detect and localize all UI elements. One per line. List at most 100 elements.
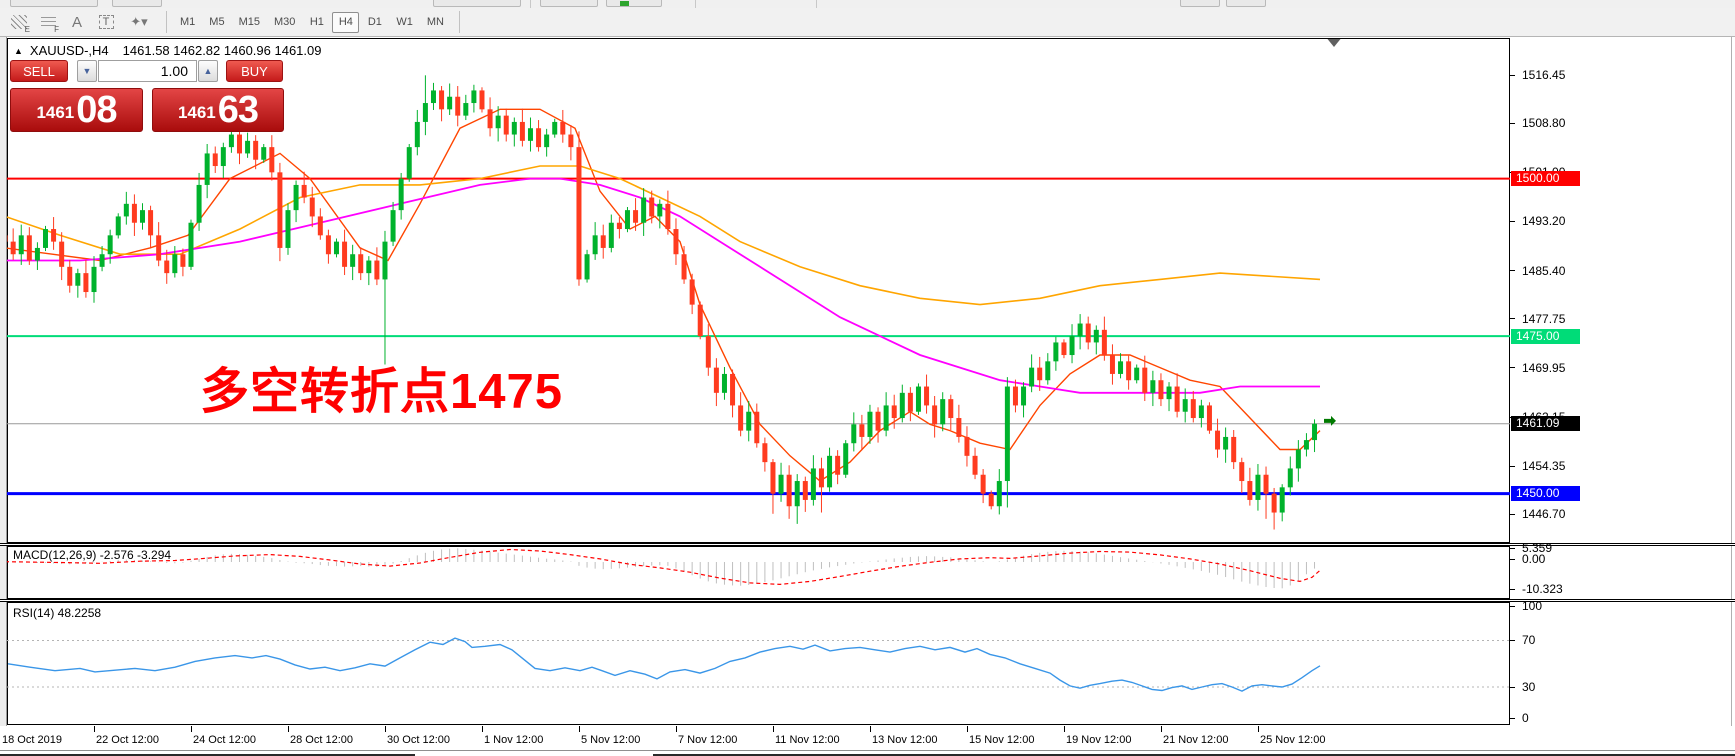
candle-body bbox=[851, 424, 857, 444]
time-tick bbox=[482, 726, 483, 732]
time-tick bbox=[191, 726, 192, 732]
chart-shift-marker bbox=[1327, 39, 1341, 47]
price-tick bbox=[1510, 318, 1515, 320]
rsi-indicator-chart[interactable] bbox=[7, 602, 1510, 725]
price-tick bbox=[1510, 122, 1515, 124]
buy-price-box[interactable]: 1461 63 bbox=[152, 88, 284, 132]
candle-body bbox=[26, 235, 32, 261]
volume-increase-button[interactable]: ▲ bbox=[198, 60, 218, 82]
buy-price-small: 1461 bbox=[177, 103, 216, 122]
rsi-axis-label: 30 bbox=[1522, 680, 1536, 695]
cropped-button bbox=[10, 0, 98, 7]
rsi-panel-splitter[interactable] bbox=[0, 599, 1735, 602]
candle-body bbox=[1029, 367, 1035, 387]
timeframe-M1[interactable]: M1 bbox=[180, 16, 196, 28]
candle-body bbox=[1239, 462, 1245, 482]
buy-button[interactable]: BUY bbox=[226, 60, 283, 82]
toolbar-separator bbox=[458, 11, 460, 33]
candle-body bbox=[18, 235, 24, 255]
moving-averages-layer bbox=[7, 108, 1321, 482]
sell-price-box[interactable]: 1461 08 bbox=[10, 88, 143, 132]
candle-body bbox=[447, 96, 453, 110]
candle-body bbox=[495, 115, 501, 129]
candle-body bbox=[309, 197, 315, 217]
candle-body bbox=[293, 184, 299, 211]
macd-indicator-chart[interactable] bbox=[7, 546, 1510, 599]
chart-text-annotation[interactable]: 多空转折点1475 bbox=[200, 365, 564, 419]
rsi-axis-tick bbox=[1510, 606, 1515, 607]
sell-price-small: 1461 bbox=[36, 103, 75, 122]
timeframe-M5[interactable]: M5 bbox=[209, 16, 225, 28]
candle-body bbox=[382, 241, 388, 280]
timeframe-H4[interactable]: H4 bbox=[332, 11, 360, 33]
candle-body bbox=[83, 273, 89, 293]
volume-decrease-button[interactable]: ▼ bbox=[77, 60, 97, 82]
candle-body bbox=[924, 386, 930, 406]
price-tick bbox=[1510, 513, 1515, 515]
rsi-axis-label: 70 bbox=[1522, 633, 1536, 648]
main-price-chart[interactable] bbox=[7, 38, 1510, 543]
candle-body bbox=[1166, 386, 1172, 400]
volume-input[interactable] bbox=[98, 60, 197, 82]
price-tick-label: 1477.75 bbox=[1522, 311, 1566, 326]
candle-body bbox=[414, 121, 420, 148]
candle-body bbox=[1101, 329, 1107, 356]
candle-body bbox=[608, 222, 614, 248]
candle-body bbox=[778, 474, 784, 494]
time-tick-label: 13 Nov 12:00 bbox=[872, 734, 938, 746]
candle-body bbox=[115, 216, 121, 236]
candle-body bbox=[285, 210, 291, 248]
candle-body bbox=[1190, 399, 1196, 419]
timeframe-H1[interactable]: H1 bbox=[309, 16, 324, 28]
candle-body bbox=[527, 128, 533, 141]
candle-body bbox=[1174, 386, 1180, 412]
candle-body bbox=[1109, 355, 1115, 374]
candle-body bbox=[1085, 323, 1091, 343]
candle-body bbox=[261, 147, 267, 160]
candle-body bbox=[1158, 380, 1164, 400]
candle-body bbox=[471, 90, 477, 104]
timeframe-MN[interactable]: MN bbox=[426, 16, 444, 28]
arrow-styles-tool-button[interactable]: ✦▾ bbox=[122, 11, 156, 34]
candle-body bbox=[592, 235, 598, 255]
cropped-button bbox=[540, 0, 598, 7]
candle-body bbox=[196, 184, 202, 223]
text-label-tool-button[interactable]: T bbox=[93, 11, 119, 34]
candle-body bbox=[156, 235, 162, 261]
time-axis[interactable]: 18 Oct 2019 22 Oct 12:00 24 Oct 12:00 28 Oc… bbox=[0, 726, 1735, 750]
timeframe-M30[interactable]: M30 bbox=[273, 16, 296, 28]
candle-body bbox=[762, 443, 768, 463]
time-tick bbox=[385, 726, 386, 732]
macd-panel-splitter[interactable] bbox=[0, 543, 1735, 546]
timeframe-M15[interactable]: M15 bbox=[238, 16, 260, 28]
candle-body bbox=[67, 266, 73, 286]
candle-body bbox=[188, 222, 194, 267]
collapse-panel-icon[interactable]: ▲ bbox=[14, 45, 23, 56]
equidistant-channel-tool-button[interactable]: E bbox=[6, 11, 32, 34]
price-tick-label: 1508.80 bbox=[1522, 116, 1566, 131]
candle-body bbox=[75, 273, 81, 286]
price-tick-label: 1516.45 bbox=[1522, 68, 1566, 82]
timeframe-W1[interactable]: W1 bbox=[396, 16, 413, 28]
fibo-grid-tool-button[interactable]: F bbox=[35, 11, 61, 34]
candle-body bbox=[891, 405, 897, 419]
candle-body bbox=[544, 134, 550, 148]
candle-body bbox=[1247, 481, 1253, 500]
candle-body bbox=[422, 103, 428, 122]
candle-body bbox=[245, 140, 251, 154]
time-tick-label: 24 Oct 12:00 bbox=[193, 734, 256, 746]
time-tick bbox=[967, 726, 968, 732]
timeframe-D1[interactable]: D1 bbox=[367, 16, 382, 28]
rsi-panel-frame bbox=[7, 602, 1510, 725]
candle-body bbox=[301, 184, 307, 198]
candle-body bbox=[1150, 380, 1156, 393]
candle-body bbox=[964, 436, 970, 456]
candle-body bbox=[358, 254, 364, 274]
candle-body bbox=[269, 147, 275, 173]
candle-body bbox=[786, 474, 792, 507]
sell-button[interactable]: SELL bbox=[10, 60, 68, 82]
timeframe-button-group: M1 M5 M15 M30 H1 H4 D1 W1 MN bbox=[174, 11, 452, 33]
text-tool-button[interactable]: A bbox=[64, 11, 90, 34]
candle-body bbox=[1223, 436, 1229, 450]
